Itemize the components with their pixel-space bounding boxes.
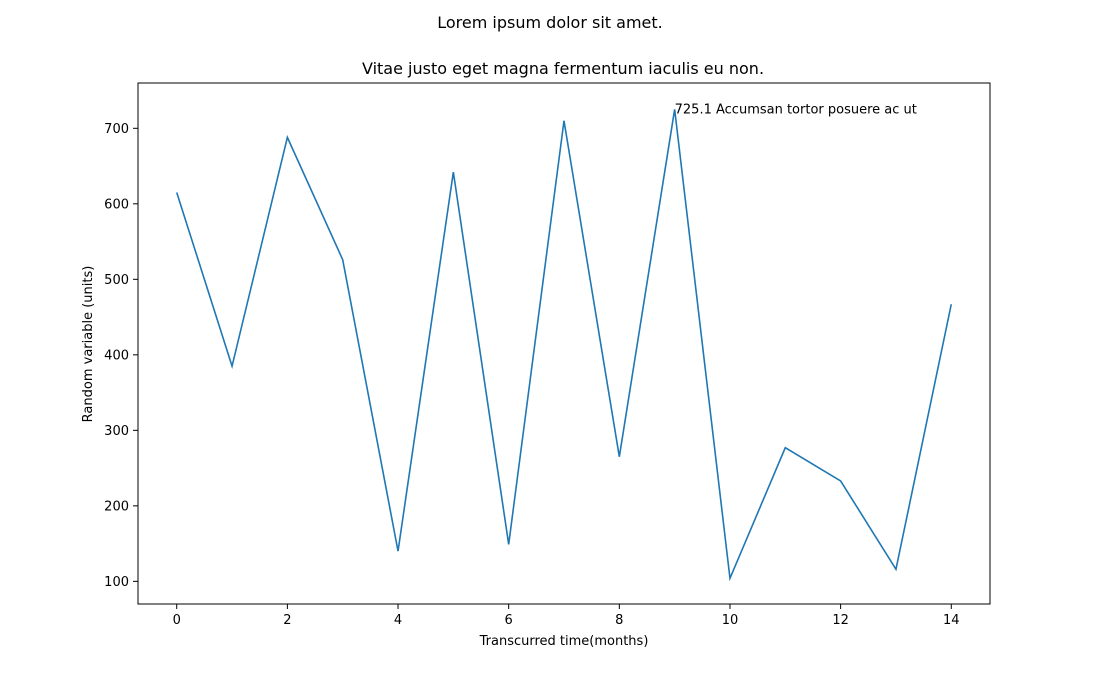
y-tick-label-100: 100 (104, 575, 129, 590)
x-tick-label-2: 2 (283, 613, 291, 628)
y-tick-label-300: 300 (104, 424, 129, 439)
y-tick-label-700: 700 (104, 122, 129, 137)
y-tick-label-500: 500 (104, 273, 129, 288)
plot-area: 0 2 4 6 8 10 12 14 100 200 300 400 500 600 700 725.1 Ac… (104, 82, 991, 628)
x-tick-label-14: 14 (943, 613, 960, 628)
x-tick-label-0: 0 (173, 613, 181, 628)
y-tick-label-600: 600 (104, 197, 129, 212)
y-axis-label: Random variable (units) (81, 266, 96, 423)
x-axis-label: Transcurred time(months) (479, 634, 649, 649)
x-tick-label-10: 10 (722, 613, 739, 628)
chart-subtitle: Vitae justo eget magna fermentum iaculis… (362, 59, 764, 78)
x-tick-label-8: 8 (615, 613, 623, 628)
axes-frame (137, 82, 991, 605)
x-tick-label-12: 12 (832, 613, 849, 628)
chart-title: Lorem ipsum dolor sit amet. (437, 13, 663, 32)
y-tick-label-400: 400 (104, 348, 129, 363)
x-tick-label-4: 4 (394, 613, 402, 628)
y-tick-label-200: 200 (104, 499, 129, 514)
peak-annotation: 725.1 Accumsan tortor posuere ac ut (675, 102, 917, 117)
x-tick-label-6: 6 (505, 613, 513, 628)
